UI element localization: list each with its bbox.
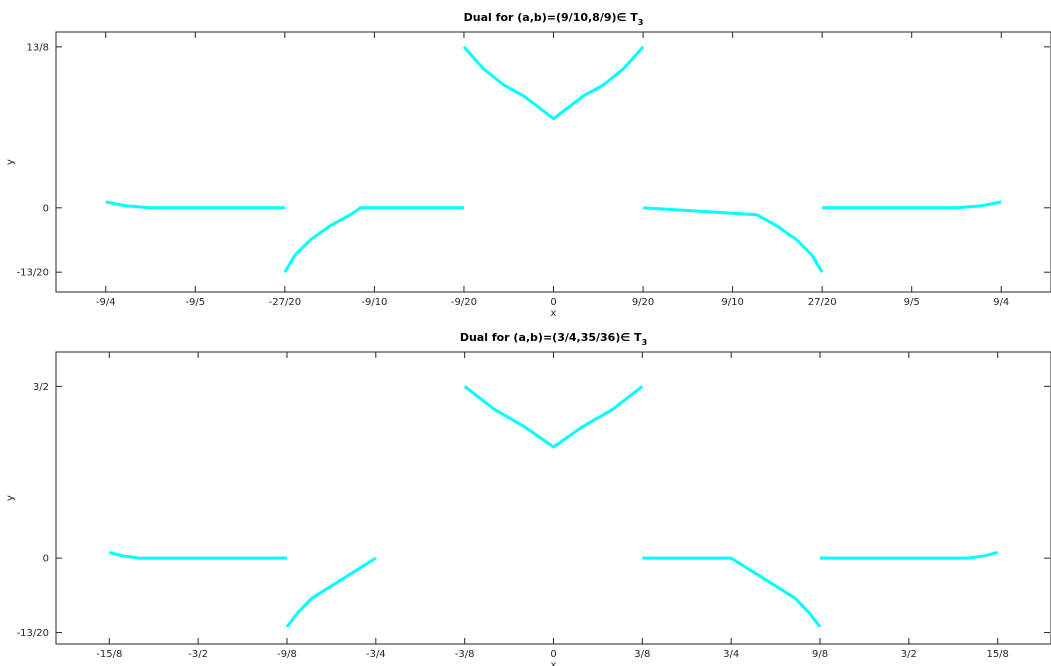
x-tick-label: -27/20 <box>269 297 301 308</box>
y-tick-label: 0 <box>43 554 49 565</box>
x-tick-label: 3/4 <box>723 649 739 660</box>
x-tick-label: -3/2 <box>188 649 208 660</box>
x-tick-label: -9/5 <box>185 297 205 308</box>
x-tick-label: 3/8 <box>634 649 650 660</box>
series-line-3 <box>283 206 464 273</box>
series-line-5 <box>820 550 999 560</box>
plot-area <box>55 31 1051 293</box>
series-line-4 <box>643 206 824 273</box>
chart-title-subscript: 3 <box>642 338 648 347</box>
x-tick-label: 0 <box>550 297 556 308</box>
x-tick-label: 9/20 <box>632 297 654 308</box>
chart-title-subscript: 3 <box>638 18 644 27</box>
y-tick-label: -13/20 <box>17 268 49 279</box>
x-tick-label: 9/5 <box>904 297 920 308</box>
x-tick-label: 27/20 <box>808 297 837 308</box>
x-tick-label: -9/4 <box>96 297 116 308</box>
x-tick-label: -9/20 <box>451 297 477 308</box>
x-tick-label: -3/8 <box>455 649 475 660</box>
x-tick-label: -3/4 <box>366 649 386 660</box>
chart-1: -9/4 -9/5 -27/20 -9/10 -9/20 0 9/20 9/10 27/20 9/… <box>5 11 1051 319</box>
x-tick-label: -9/10 <box>361 297 387 308</box>
x-axis-label: x <box>551 660 557 666</box>
x-tick-label: -9/8 <box>277 649 297 660</box>
series-line-1 <box>463 385 644 449</box>
x-tick-label: 9/10 <box>721 297 743 308</box>
y-tick-label: -13/20 <box>17 628 49 639</box>
y-axis-label: y <box>5 495 16 501</box>
y-tick-label: 13/8 <box>27 42 49 53</box>
chart-title: Dual for (a,b)=(3/4,35/36)∈ T3 <box>460 331 647 347</box>
y-tick-label: 0 <box>43 203 49 214</box>
series-line-2 <box>105 200 285 210</box>
x-axis-label: x <box>551 308 557 319</box>
chart-title: Dual for (a,b)=(9/10,8/9)∈ T3 <box>464 11 644 27</box>
series-line-4 <box>642 556 822 628</box>
x-tick-label: 15/8 <box>986 649 1008 660</box>
x-tick-label: 0 <box>550 649 556 660</box>
series-line-2 <box>108 550 287 560</box>
y-axis-label: y <box>5 159 16 165</box>
x-tick-label: 3/2 <box>901 649 917 660</box>
chart-2: -15/8 -3/2 -9/8 -3/4 -3/8 0 3/8 3/4 9/8 3/2 15/8 -1… <box>5 331 1051 666</box>
y-tick-label: 3/2 <box>33 382 49 393</box>
series-line-3 <box>285 556 377 628</box>
x-tick-label: -15/8 <box>96 649 122 660</box>
x-tick-label: 9/8 <box>812 649 828 660</box>
series-line-5 <box>822 200 1002 210</box>
plot-area <box>55 351 1051 645</box>
x-tick-label: 9/4 <box>993 297 1009 308</box>
series-line-1 <box>462 45 645 121</box>
